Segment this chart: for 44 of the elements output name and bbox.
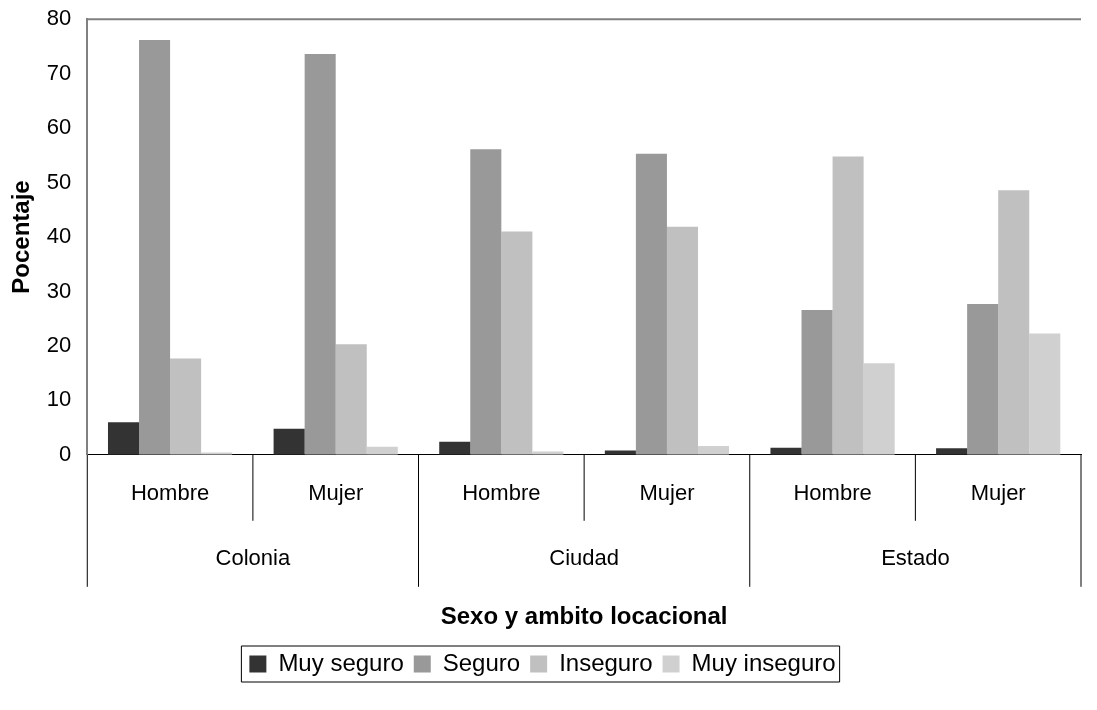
bar	[470, 149, 502, 455]
x-tick-label: Mujer	[308, 480, 364, 506]
bar	[998, 190, 1030, 455]
bar	[635, 153, 667, 455]
bar	[304, 54, 336, 455]
bar	[698, 446, 730, 455]
y-tick-label: 30	[46, 277, 72, 303]
y-tick-label: 0	[59, 440, 72, 466]
y-tick-label: 80	[46, 5, 72, 31]
text: Colonia	[215, 544, 291, 570]
x-tick-label: Mujer	[639, 480, 695, 506]
y-tick-label: 10	[46, 386, 72, 412]
legend-label: Inseguro	[559, 648, 653, 676]
x-axis-title: Sexo y ambito locacional	[440, 602, 728, 630]
y-tick-label: 70	[46, 59, 72, 85]
y-tick-label: 50	[46, 168, 72, 194]
bar	[170, 358, 202, 455]
bar	[936, 448, 968, 455]
y-tick-label: 40	[46, 223, 72, 249]
bar	[1029, 333, 1061, 455]
x-tick-label: Hombre	[462, 480, 541, 506]
bar	[863, 363, 895, 455]
bar	[273, 428, 305, 455]
text: Ciudad	[549, 544, 619, 570]
bar	[439, 441, 471, 455]
bar	[107, 422, 140, 455]
y-axis-title: Pocentaje	[7, 180, 35, 294]
text: Estado	[881, 544, 950, 570]
legend-label: Muy seguro	[278, 648, 404, 676]
bar	[335, 344, 367, 455]
x-tick-label: Mujer	[970, 480, 1026, 506]
y-tick-label: 20	[46, 331, 72, 357]
bar	[501, 231, 533, 455]
bar	[967, 303, 999, 455]
x-tick-label: Hombre	[130, 480, 210, 506]
legend-label: Seguro	[442, 648, 521, 676]
y-tick-label: 60	[46, 114, 72, 140]
bar	[139, 39, 171, 455]
x-tick-label: Hombre	[793, 480, 872, 506]
bar	[604, 450, 636, 455]
bar	[832, 156, 864, 455]
legend-label: Muy inseguro	[691, 648, 836, 676]
bar	[666, 226, 698, 455]
bar	[801, 309, 833, 455]
